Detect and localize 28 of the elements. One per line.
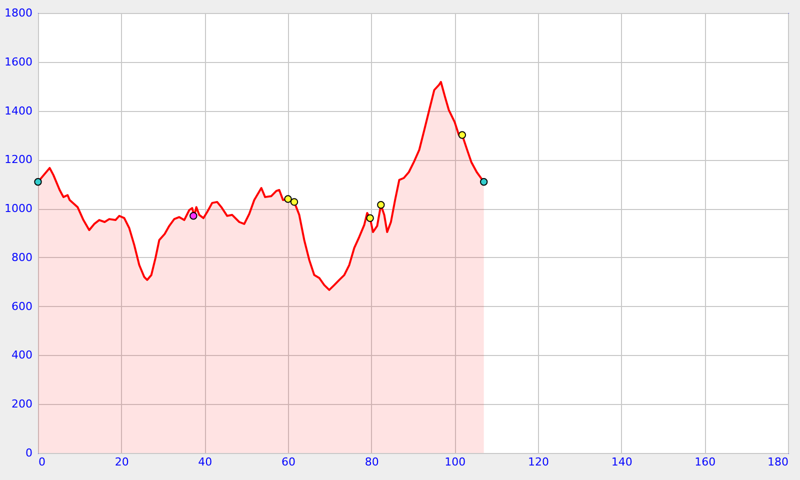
y-tick-label: 1400 [4, 104, 32, 118]
y-tick-label: 1600 [4, 55, 32, 68]
y-tick-label: 800 [12, 250, 32, 264]
y-tick-label: 1800 [4, 6, 32, 20]
x-tick-label: 20 [114, 456, 129, 468]
y-tick-label: 600 [12, 300, 32, 313]
y-tick-label: 200 [12, 398, 32, 411]
point [458, 131, 466, 139]
x-tick-label: 160 [694, 456, 716, 468]
x-tick-label: 100 [444, 456, 466, 468]
point [377, 201, 385, 209]
x-tick-label: 0 [38, 456, 46, 468]
point [366, 214, 374, 222]
x-tick-label: 60 [282, 456, 296, 468]
point [284, 195, 292, 203]
x-tick-label: 80 [364, 456, 379, 468]
x-tick-label: 140 [611, 456, 632, 468]
x-tick-label: 40 [198, 456, 212, 468]
point [190, 212, 198, 220]
point [480, 178, 488, 186]
y-tick-label: 0 [26, 446, 32, 460]
y-tick-label: 1000 [4, 202, 32, 216]
y-tick-label: 1200 [4, 153, 32, 166]
x-tick-label: 180 [768, 456, 788, 468]
point [290, 198, 298, 206]
y-tick-label: 400 [12, 348, 32, 362]
point [34, 178, 42, 186]
x-tick-label: 120 [528, 456, 549, 468]
